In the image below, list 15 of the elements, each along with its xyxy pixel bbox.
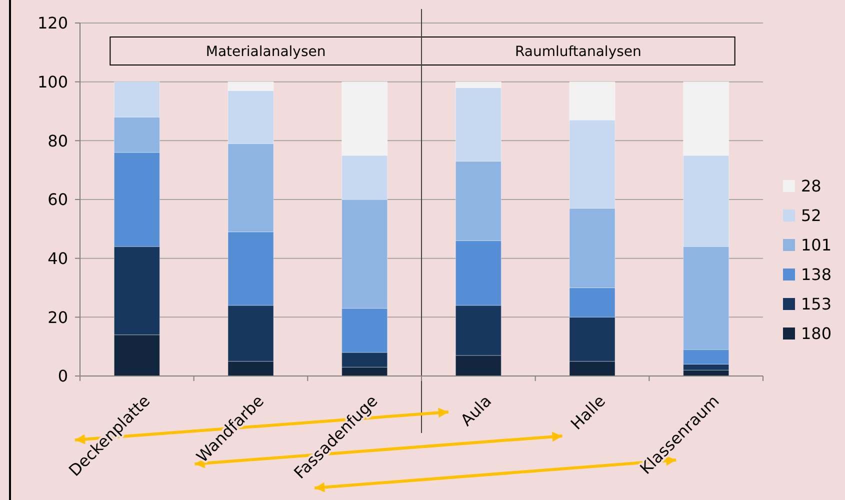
y-tick-label: 40 — [48, 248, 68, 268]
y-tick-label: 60 — [48, 190, 68, 210]
legend-label: 101 — [801, 236, 832, 255]
y-tick-label: 20 — [48, 308, 68, 327]
legend-label: 153 — [801, 294, 832, 314]
y-tick-label: 120 — [37, 14, 68, 33]
legend-label: 180 — [801, 324, 832, 344]
y-tick-label: 80 — [48, 131, 68, 150]
annotation: Raumluftanalysen — [514, 44, 642, 60]
y-tick-label: 0 — [58, 366, 68, 386]
legend-label: 52 — [801, 206, 822, 226]
legend-label: 138 — [801, 265, 832, 284]
annotation: Materialanalysen — [206, 44, 326, 60]
legend-label: 28 — [801, 176, 822, 196]
y-tick-label: 100 — [37, 72, 68, 92]
